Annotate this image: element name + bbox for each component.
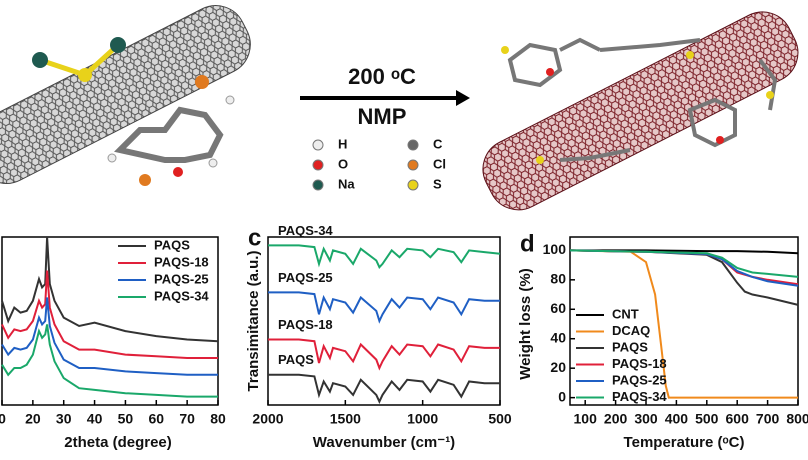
atom-swatch (407, 179, 419, 191)
series-line (569, 249, 799, 287)
left-nanotube (0, 5, 251, 184)
x-axis-label: 2theta (degree) (64, 434, 172, 451)
x-tick-label: 1000 (407, 411, 438, 427)
x-tick-label: 1500 (330, 411, 361, 427)
legend-label: PAQS (154, 237, 190, 252)
series-line (268, 373, 500, 404)
x-tick-label: 60 (148, 411, 164, 427)
series-line (569, 249, 799, 278)
series-line (1, 270, 218, 359)
series-line (570, 249, 799, 255)
atom-swatch (407, 139, 419, 151)
legend-label: PAQS-34 (612, 389, 667, 404)
panel-label: d (520, 230, 535, 257)
y-tick-label: 100 (543, 241, 567, 257)
x-axis-label: Wavenumber (cm⁻¹) (313, 434, 455, 451)
y-tick-label: 60 (550, 300, 566, 316)
atom-label: H (338, 136, 347, 151)
arrow-head (456, 90, 470, 106)
series-line (1, 297, 218, 376)
atom-swatch (312, 139, 324, 151)
legend-label: CNT (612, 306, 639, 321)
atom-label: S (433, 176, 442, 191)
legend-label: PAQS (612, 339, 648, 354)
legend-label: PAQS-18 (154, 254, 209, 269)
x-axis-label: Temperature (ᵒC) (624, 434, 745, 451)
x-tick-label: 500 (488, 411, 512, 427)
x-tick-label: 0 (0, 411, 6, 427)
legend-label: PAQS-25 (612, 372, 667, 387)
atom-legend: H C O Cl Na S (312, 136, 446, 191)
plot-frame (1, 236, 219, 406)
series-label: PAQS-18 (278, 317, 333, 332)
right-nanotube (482, 11, 799, 211)
series-label: PAQS (278, 352, 314, 367)
series-line (569, 249, 798, 399)
x-tick-label: 500 (695, 411, 719, 427)
plot-frame (569, 236, 799, 406)
x-tick-label: 40 (87, 411, 103, 427)
charts: 0 20 30 40 50 60 70 80 2theta (degree) PAQS PAQS-1… (0, 223, 808, 451)
series-line (1, 236, 219, 343)
right-atoms (501, 46, 774, 164)
x-tick-label: 70 (179, 411, 195, 427)
x-tick-label: 80 (210, 411, 226, 427)
plot-frame (267, 236, 501, 406)
y-tick-label: 40 (550, 329, 566, 345)
x-tick-label: 100 (574, 411, 598, 427)
atom-label: C (433, 136, 443, 151)
x-tick-label: 2000 (252, 411, 283, 427)
y-tick-label: 0 (558, 388, 566, 404)
left-molecules (32, 37, 235, 186)
series-line (268, 244, 501, 269)
series-line (1, 324, 218, 398)
atom-swatch (312, 159, 324, 171)
series-line (569, 249, 799, 286)
legend-label: PAQS-34 (154, 288, 209, 303)
x-tick-label: 20 (25, 411, 41, 427)
legend-label: PAQS-25 (154, 271, 209, 286)
right-molecules (507, 37, 778, 162)
x-tick-label: 30 (56, 411, 72, 427)
y-axis-label: Transimitance (a.u.) (245, 251, 262, 392)
series-label: PAQS-34 (278, 223, 333, 238)
y-tick-label: 20 (550, 359, 566, 375)
x-tick-label: 800 (786, 411, 808, 427)
x-tick-label: 200 (604, 411, 628, 427)
x-tick-label: 300 (634, 411, 658, 427)
series-line (569, 249, 799, 306)
atom-swatch (312, 179, 324, 191)
legend-label: DCAQ (612, 323, 650, 338)
x-tick-label: 600 (726, 411, 750, 427)
series-label: PAQS-25 (278, 270, 333, 285)
atom-label: Cl (433, 156, 446, 171)
legend-label: PAQS-18 (612, 356, 667, 371)
x-tick-label: 400 (665, 411, 689, 427)
series-line (268, 291, 500, 324)
solvent: NMP (358, 104, 407, 129)
x-tick-label: 50 (118, 411, 134, 427)
condition: 200 ᵒC (348, 64, 416, 89)
series-line (268, 338, 500, 371)
atom-label: Na (338, 176, 355, 191)
y-tick-label: 80 (550, 271, 566, 287)
panel-label: c (248, 224, 261, 251)
atom-label: O (338, 156, 348, 171)
atom-swatch (407, 159, 419, 171)
x-tick-label: 700 (756, 411, 780, 427)
y-axis-label: Weight loss (%) (517, 268, 534, 379)
